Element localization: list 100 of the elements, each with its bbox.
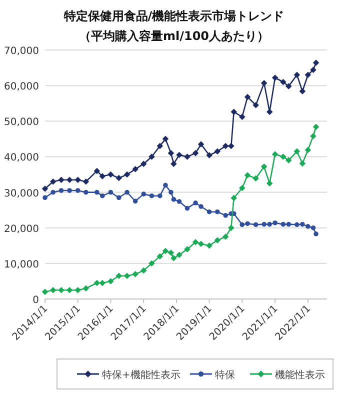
point xyxy=(94,280,100,286)
point xyxy=(222,234,229,240)
point xyxy=(58,286,64,294)
point xyxy=(184,206,190,211)
point xyxy=(99,280,106,286)
point xyxy=(240,222,245,228)
point xyxy=(206,209,212,214)
point xyxy=(74,176,81,183)
point xyxy=(162,136,169,142)
point xyxy=(149,193,154,198)
point xyxy=(108,278,114,284)
point xyxy=(67,188,72,193)
point xyxy=(176,199,182,204)
point xyxy=(312,124,320,130)
point xyxy=(244,172,251,178)
point xyxy=(260,164,268,170)
point xyxy=(94,168,100,174)
point xyxy=(252,102,259,108)
point xyxy=(304,72,312,78)
point xyxy=(82,285,90,292)
point xyxy=(42,288,48,296)
point xyxy=(294,222,300,228)
point xyxy=(58,176,64,183)
point xyxy=(170,160,177,167)
point xyxy=(230,108,237,116)
chart-title: 特定保健用食品/機能性表示市場トレンド xyxy=(62,9,284,23)
point xyxy=(206,152,212,158)
point xyxy=(286,83,292,90)
point xyxy=(176,252,182,258)
point xyxy=(140,267,147,274)
point xyxy=(280,78,286,86)
point xyxy=(310,225,316,230)
point xyxy=(214,148,221,154)
y-tick-label: 50,000 xyxy=(4,117,39,128)
point xyxy=(66,176,73,183)
point xyxy=(82,178,90,185)
point xyxy=(223,213,228,218)
point xyxy=(94,190,100,195)
point xyxy=(148,154,155,160)
point xyxy=(66,286,73,294)
point xyxy=(306,224,310,229)
legend-label: 機能性表示 xyxy=(275,369,325,381)
point xyxy=(184,154,190,160)
point xyxy=(206,242,212,249)
point xyxy=(280,154,286,160)
point xyxy=(124,272,130,279)
legend-label: 特保+機能性表示 xyxy=(102,369,180,381)
point xyxy=(300,222,305,227)
point xyxy=(141,192,146,196)
point xyxy=(75,188,80,193)
point xyxy=(272,74,278,81)
point xyxy=(198,240,204,247)
point xyxy=(272,220,278,226)
point xyxy=(162,248,169,254)
point xyxy=(192,150,199,156)
point xyxy=(286,222,292,227)
point xyxy=(148,260,155,267)
point xyxy=(84,190,88,195)
point xyxy=(108,171,114,178)
chart-subtitle: （平均購入容量ml/100人あたり） xyxy=(78,29,270,43)
point xyxy=(198,204,204,209)
point xyxy=(214,237,221,244)
y-tick-label: 70,000 xyxy=(4,46,39,57)
y-tick-label: 20,000 xyxy=(4,224,39,235)
point xyxy=(239,114,246,120)
point xyxy=(156,253,164,260)
point xyxy=(304,146,312,154)
point xyxy=(116,195,122,200)
point xyxy=(310,132,316,140)
point xyxy=(294,72,300,78)
y-tick-label: 40,000 xyxy=(4,152,39,164)
point xyxy=(50,286,56,294)
y-tick-label: 10,000 xyxy=(4,259,39,270)
point xyxy=(222,142,229,150)
point xyxy=(108,190,114,195)
point xyxy=(132,198,138,204)
point xyxy=(299,160,306,167)
point xyxy=(260,80,268,86)
point xyxy=(192,238,199,246)
point xyxy=(58,188,64,193)
point xyxy=(299,88,306,94)
point xyxy=(267,222,272,227)
point xyxy=(168,150,174,156)
point xyxy=(252,175,259,182)
point xyxy=(193,200,198,206)
point xyxy=(244,94,251,100)
point xyxy=(116,174,122,182)
point xyxy=(266,108,273,116)
point xyxy=(100,193,105,198)
point xyxy=(158,193,162,198)
point xyxy=(42,195,48,200)
point xyxy=(124,171,130,178)
point xyxy=(170,254,177,262)
point xyxy=(245,221,250,226)
point xyxy=(286,157,292,164)
point xyxy=(156,142,164,150)
point xyxy=(294,148,300,154)
point xyxy=(239,184,246,192)
point xyxy=(312,60,320,66)
point xyxy=(184,246,190,252)
